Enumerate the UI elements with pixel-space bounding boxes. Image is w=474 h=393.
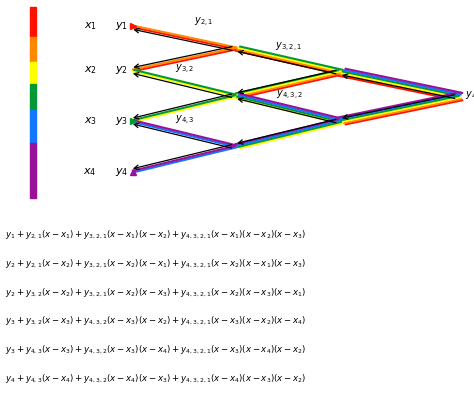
Text: $y_2$: $y_2$ bbox=[115, 64, 128, 76]
Text: $y_2 + y_{3,2}(x - x_2) + y_{3,2,1}(x - x_2)(x - x_3) + y_{4,3,2,1}(x - x_2)(x -: $y_2 + y_{3,2}(x - x_2) + y_{3,2,1}(x - … bbox=[5, 286, 306, 299]
Text: $y_{4,3,2}$: $y_{4,3,2}$ bbox=[275, 89, 303, 102]
Bar bbox=[30, 84, 36, 110]
Text: $y_3 + y_{4,3}(x - x_3) + y_{4,3,2}(x - x_3)(x - x_4) + y_{4,3,2,1}(x - x_3)(x -: $y_3 + y_{4,3}(x - x_3) + y_{4,3,2}(x - … bbox=[5, 343, 306, 356]
Text: $y_3 + y_{3,2}(x - x_3) + y_{4,3,2}(x - x_3)(x - x_2) + y_{4,3,2,1}(x - x_3)(x -: $y_3 + y_{3,2}(x - x_3) + y_{4,3,2}(x - … bbox=[5, 314, 306, 327]
Bar bbox=[30, 37, 36, 62]
Bar bbox=[30, 143, 36, 198]
Bar bbox=[30, 62, 36, 84]
Text: $x_3$: $x_3$ bbox=[83, 115, 97, 127]
Text: $y_{3,2,1}$: $y_{3,2,1}$ bbox=[275, 40, 303, 53]
Text: $y_4 + y_{4,3}(x - x_4) + y_{4,3,2}(x - x_4)(x - x_3) + y_{4,3,2,1}(x - x_4)(x -: $y_4 + y_{4,3}(x - x_4) + y_{4,3,2}(x - … bbox=[5, 372, 306, 385]
Text: $y_2 + y_{2,1}(x - x_2) + y_{3,2,1}(x - x_2)(x - x_1) + y_{4,3,2,1}(x - x_2)(x -: $y_2 + y_{2,1}(x - x_2) + y_{3,2,1}(x - … bbox=[5, 257, 306, 270]
Text: $y_1 + y_{2,1}(x - x_1) + y_{3,2,1}(x - x_1)(x - x_2) + y_{4,3,2,1}(x - x_1)(x -: $y_1 + y_{2,1}(x - x_1) + y_{3,2,1}(x - … bbox=[5, 228, 306, 241]
Text: $x_2$: $x_2$ bbox=[83, 64, 97, 76]
Text: $y_3$: $y_3$ bbox=[115, 115, 128, 127]
Text: $y_{4,3}$: $y_{4,3}$ bbox=[175, 114, 195, 127]
Text: $y_{2,1}$: $y_{2,1}$ bbox=[194, 15, 214, 29]
Bar bbox=[30, 7, 36, 37]
Text: $y_4$: $y_4$ bbox=[115, 166, 128, 178]
Bar bbox=[30, 110, 36, 143]
Text: $x_4$: $x_4$ bbox=[83, 166, 97, 178]
Text: $y_1$: $y_1$ bbox=[115, 20, 128, 32]
Text: $y_{4,3,2,1}$: $y_{4,3,2,1}$ bbox=[465, 90, 474, 103]
Text: $y_{3,2}$: $y_{3,2}$ bbox=[175, 63, 194, 77]
Text: $x_1$: $x_1$ bbox=[83, 20, 97, 32]
